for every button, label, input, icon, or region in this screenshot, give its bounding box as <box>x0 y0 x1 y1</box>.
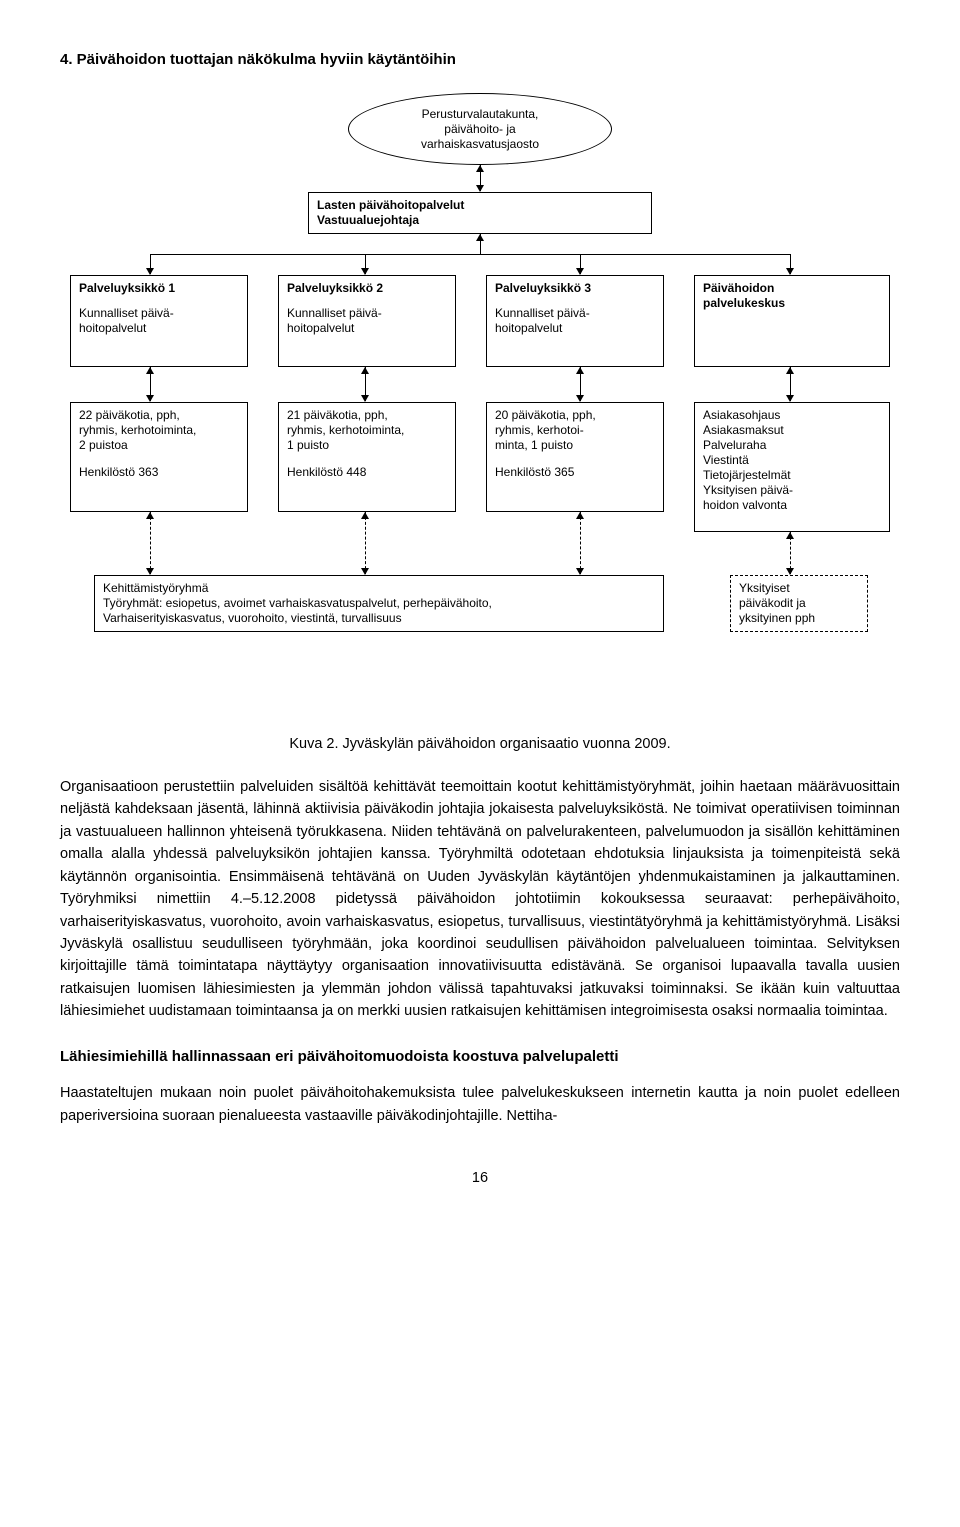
node-private: Yksityiset päiväkodit ja yksityinen pph <box>730 575 868 632</box>
node-center-label: Lasten päivähoitopalvelut Vastuualuejoht… <box>317 198 464 227</box>
d3-bot: Henkilöstö 365 <box>495 465 655 480</box>
d4-top: Asiakasohjaus Asiakasmaksut Palveluraha … <box>703 408 881 513</box>
section-heading: 4. Päivähoidon tuottajan näkökulma hyvii… <box>60 48 900 71</box>
sc-title: Päivähoidon palvelukeskus <box>703 281 881 311</box>
d3-top: 20 päiväkotia, pph, ryhmis, kerhotoi- mi… <box>495 408 655 453</box>
unit3-title: Palveluyksikkö 3 <box>495 281 655 296</box>
d2-top: 21 päiväkotia, pph, ryhmis, kerhotoimint… <box>287 408 447 453</box>
unit1-title: Palveluyksikkö 1 <box>79 281 239 296</box>
node-unit-1: Palveluyksikkö 1 Kunnalliset päivä- hoit… <box>70 275 248 367</box>
node-detail-4: Asiakasohjaus Asiakasmaksut Palveluraha … <box>694 402 890 532</box>
page-number: 16 <box>60 1167 900 1189</box>
node-detail-1: 22 päiväkotia, pph, ryhmis, kerhotoimint… <box>70 402 248 512</box>
unit2-title: Palveluyksikkö 2 <box>287 281 447 296</box>
d2-bot: Henkilöstö 448 <box>287 465 447 480</box>
org-chart: Perusturvalautakunta, päivähoito- ja var… <box>70 93 890 723</box>
node-detail-2: 21 päiväkotia, pph, ryhmis, kerhotoimint… <box>278 402 456 512</box>
d1-top: 22 päiväkotia, pph, ryhmis, kerhotoimint… <box>79 408 239 453</box>
body-para-2: Haastateltujen mukaan noin puolet päiväh… <box>60 1082 900 1127</box>
node-board-label: Perusturvalautakunta, päivähoito- ja var… <box>421 107 539 152</box>
figure-caption: Kuva 2. Jyväskylän päivähoidon organisaa… <box>60 733 900 755</box>
node-board: Perusturvalautakunta, päivähoito- ja var… <box>348 93 612 165</box>
private-text: Yksityiset päiväkodit ja yksityinen pph <box>739 581 815 625</box>
node-center: Lasten päivähoitopalvelut Vastuualuejoht… <box>308 192 652 234</box>
workgroups-text: Kehittämistyöryhmä Työryhmät: esiopetus,… <box>103 581 492 625</box>
body-para-1: Organisaatioon perustettiin palveluiden … <box>60 776 900 1023</box>
node-unit-3: Palveluyksikkö 3 Kunnalliset päivä- hoit… <box>486 275 664 367</box>
d1-bot: Henkilöstö 363 <box>79 465 239 480</box>
node-detail-3: 20 päiväkotia, pph, ryhmis, kerhotoi- mi… <box>486 402 664 512</box>
node-workgroups: Kehittämistyöryhmä Työryhmät: esiopetus,… <box>94 575 664 632</box>
sub-heading: Lähiesimiehillä hallinnassaan eri päiväh… <box>60 1045 900 1068</box>
unit2-sub: Kunnalliset päivä- hoitopalvelut <box>287 306 447 336</box>
node-unit-2: Palveluyksikkö 2 Kunnalliset päivä- hoit… <box>278 275 456 367</box>
unit1-sub: Kunnalliset päivä- hoitopalvelut <box>79 306 239 336</box>
unit3-sub: Kunnalliset päivä- hoitopalvelut <box>495 306 655 336</box>
node-servicecenter: Päivähoidon palvelukeskus <box>694 275 890 367</box>
